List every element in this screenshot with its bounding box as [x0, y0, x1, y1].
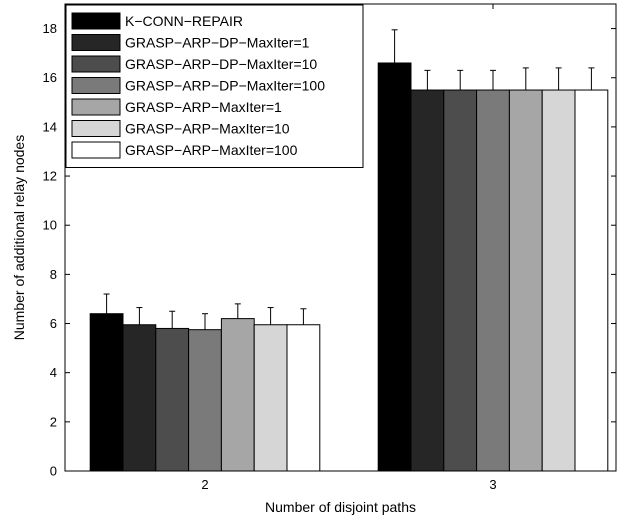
legend-swatch [71, 55, 121, 73]
legend-label: GRASP−ARP−MaxIter=100 [125, 142, 298, 158]
y-tick-label: 10 [43, 218, 57, 233]
legend-label: GRASP−ARP−DP−MaxIter=10 [125, 56, 317, 72]
x-tick-label: 2 [201, 477, 208, 492]
plot-area: 0 2 4 6 8 10 12 14 16 18 2 3 K−CONN−REPAIR GRASP−ARP−… [43, 3, 617, 492]
bar [89, 313, 124, 472]
y-tick-label: 0 [50, 464, 57, 479]
legend-label: GRASP−ARP−DP−MaxIter=100 [125, 78, 325, 94]
y-tick-label: 16 [43, 70, 57, 85]
y-tick-label: 18 [43, 21, 57, 36]
y-axis-label: Number of additional relay nodes [11, 135, 27, 340]
bar [410, 89, 445, 472]
bar [253, 324, 288, 472]
legend-label: GRASP−ARP−DP−MaxIter=1 [125, 35, 310, 51]
y-tick-label: 4 [50, 365, 57, 380]
bar [188, 329, 222, 472]
bar [286, 324, 321, 472]
legend-swatch [71, 34, 121, 51]
legend: K−CONN−REPAIR GRASP−ARP−DP−MaxIter=1 GRASP… [65, 4, 364, 168]
legend-label: K−CONN−REPAIR [125, 13, 243, 29]
legend-swatch [71, 120, 121, 137]
x-tick-label: 3 [489, 477, 496, 492]
bar [377, 62, 412, 472]
legend-swatch [71, 77, 121, 94]
legend-swatch [71, 12, 121, 30]
y-tick-label: 14 [43, 119, 57, 134]
bar [122, 324, 157, 472]
bar [476, 89, 510, 472]
y-tick-label: 6 [50, 316, 57, 331]
y-tick-label: 2 [50, 414, 57, 429]
bar [155, 327, 190, 472]
legend-label: GRASP−ARP−MaxIter=1 [125, 99, 282, 115]
x-axis-label: Number of disjoint paths [265, 499, 416, 515]
y-tick-label: 12 [43, 169, 57, 184]
bar [508, 89, 543, 472]
y-tick-label: 8 [50, 267, 57, 282]
bar [574, 89, 609, 472]
bar [220, 318, 255, 472]
bar [443, 89, 478, 472]
plot-frame [64, 3, 617, 472]
bar [541, 89, 576, 472]
legend-label: GRASP−ARP−MaxIter=10 [125, 121, 290, 137]
legend-swatch [71, 98, 121, 116]
legend-swatch [71, 141, 121, 159]
